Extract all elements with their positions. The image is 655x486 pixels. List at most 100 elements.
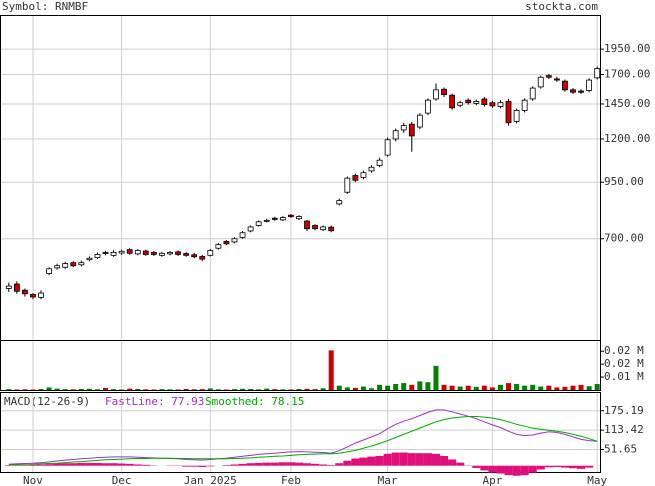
volume-frame — [0, 340, 601, 391]
volume-bar — [175, 389, 181, 390]
volume-bar — [256, 389, 262, 390]
histogram-bar — [504, 465, 513, 476]
volume-bar — [183, 388, 189, 390]
histogram-bar — [270, 462, 279, 466]
volume-bar — [522, 385, 528, 390]
volume-bar — [54, 388, 60, 390]
y-tick-label: 113.42 — [604, 423, 644, 436]
histogram-bar — [327, 465, 336, 466]
histogram-bar — [198, 465, 207, 467]
candle-body — [570, 89, 576, 93]
candle-body — [207, 250, 214, 256]
histogram-bar — [456, 462, 465, 466]
candle-body — [481, 98, 488, 106]
histogram-bar — [544, 465, 553, 468]
candle-body — [102, 252, 109, 254]
y-tick-label: 175.19 — [604, 404, 644, 417]
volume-bar — [481, 385, 487, 390]
histogram-bar — [125, 463, 134, 466]
candle-body — [239, 232, 246, 238]
histogram-bar — [512, 465, 521, 476]
candle-body — [118, 250, 125, 254]
volume-bar — [377, 384, 383, 390]
volume-bar — [586, 386, 592, 390]
volume-bar — [344, 387, 350, 390]
histogram-bar — [69, 463, 78, 466]
volume-bar — [506, 383, 512, 390]
candle-body — [279, 217, 286, 221]
histogram-bar — [480, 465, 489, 471]
candle-body — [150, 252, 157, 255]
volume-bar — [554, 387, 560, 390]
volume-bar — [94, 389, 100, 390]
candle-body — [562, 80, 568, 91]
x-tick-label: Apr — [482, 474, 502, 486]
candle-body — [183, 253, 190, 256]
x-tick-label: Feb — [281, 474, 301, 486]
candle-body — [328, 226, 335, 232]
volume-bar — [312, 389, 318, 390]
candle-body — [545, 75, 552, 78]
histogram-bar — [109, 463, 118, 466]
histogram-bar — [93, 462, 102, 466]
candle-body — [22, 289, 28, 295]
volume-bar — [449, 385, 455, 390]
histogram-bar — [238, 463, 247, 466]
volume-bar — [570, 385, 576, 390]
candle-body — [312, 225, 318, 230]
volume-bar — [497, 384, 503, 390]
y-tick-label: 1450.00 — [604, 97, 650, 110]
volume-bar — [288, 389, 294, 390]
candle-body — [416, 114, 423, 128]
candle-body — [255, 221, 262, 226]
histogram-bar — [286, 462, 295, 466]
candle-body — [86, 257, 93, 261]
y-tick-label: 51.65 — [604, 443, 637, 456]
volume-bar — [191, 389, 197, 390]
candle-body — [408, 123, 415, 137]
volume-bar — [352, 387, 358, 390]
histogram-bar — [552, 465, 561, 467]
candle-body — [433, 89, 439, 100]
symbol: Symbol: RNMBF — [2, 0, 88, 13]
candle-body — [320, 226, 327, 231]
volume-bar — [62, 389, 68, 390]
volume-bar — [594, 383, 600, 390]
candle-body — [159, 252, 165, 256]
macd-line — [8, 416, 598, 466]
histogram-bar — [303, 463, 312, 466]
volume-bar — [360, 386, 366, 390]
legend-entry: FastLine: 77.93 — [105, 395, 204, 408]
volume-bar — [304, 388, 310, 390]
histogram-bar — [375, 456, 384, 466]
volume-bar — [409, 384, 415, 390]
histogram-bar — [12, 465, 21, 466]
volume-bar — [457, 386, 463, 390]
candle-body — [376, 159, 383, 166]
histogram-bar — [415, 453, 424, 466]
volume-bar — [231, 389, 237, 390]
histogram-bar — [37, 464, 46, 466]
candle-body — [110, 252, 117, 256]
candle-body — [167, 252, 173, 255]
volume-bar — [264, 388, 270, 390]
volume-bar — [143, 389, 149, 390]
volume-bar — [199, 389, 205, 390]
volume-bar — [433, 365, 439, 390]
volume-bar — [393, 383, 399, 390]
price-frame — [0, 15, 601, 341]
volume-bar — [46, 387, 52, 390]
volume-bar — [240, 388, 246, 390]
candle-body — [505, 101, 512, 124]
y-tick-label: 1200.00 — [604, 132, 650, 145]
volume-bar — [78, 388, 84, 390]
candle-body — [489, 102, 496, 107]
candle-body — [304, 220, 310, 230]
volume-bar — [514, 383, 520, 390]
histogram-bar — [407, 453, 416, 466]
histogram-bar — [254, 462, 263, 466]
histogram-bar — [343, 460, 352, 466]
histogram-bar — [383, 453, 392, 466]
candle-body — [142, 250, 149, 255]
